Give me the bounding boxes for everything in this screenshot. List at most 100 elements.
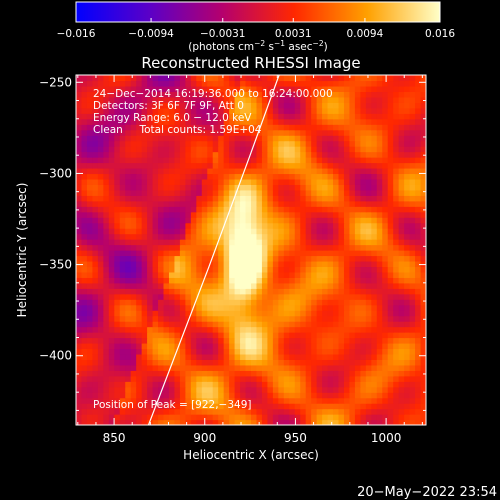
heatmap-cell	[158, 293, 165, 300]
heatmap-image	[76, 75, 426, 425]
heatmap-cell	[174, 244, 181, 251]
heatmap-cell	[179, 184, 186, 191]
heatmap-cell	[234, 239, 241, 246]
heatmap-cell	[300, 167, 307, 175]
heatmap-cell	[294, 75, 301, 82]
heatmap-cell	[267, 157, 274, 164]
heatmap-cell	[103, 414, 110, 421]
heatmap-cell	[147, 255, 154, 262]
heatmap-cell	[311, 178, 318, 185]
heatmap-cell	[92, 146, 99, 153]
heatmap-cell	[125, 211, 132, 218]
heatmap-cell	[114, 348, 121, 355]
heatmap-cell	[382, 200, 389, 207]
heatmap-cell	[229, 178, 236, 185]
heatmap-cell	[387, 310, 394, 317]
heatmap-cell	[398, 288, 405, 295]
heatmap-cell	[207, 299, 214, 306]
heatmap-cell	[327, 184, 334, 191]
heatmap-cell	[322, 304, 329, 311]
heatmap-cell	[207, 178, 214, 185]
heatmap-cell	[212, 222, 219, 229]
heatmap-cell	[371, 310, 378, 317]
heatmap-cell	[207, 222, 214, 229]
heatmap-cell	[393, 118, 400, 125]
heatmap-cell	[168, 299, 176, 306]
heatmap-cell	[251, 184, 258, 191]
heatmap-cell	[322, 381, 329, 388]
heatmap-cell	[343, 370, 351, 377]
heatmap-cell	[360, 211, 367, 218]
heatmap-cell	[125, 184, 132, 191]
heatmap-cell	[382, 162, 389, 169]
heatmap-cell	[158, 157, 165, 164]
heatmap-cell	[234, 342, 241, 350]
heatmap-cell	[81, 386, 88, 393]
heatmap-cell	[81, 299, 88, 306]
heatmap-cell	[322, 184, 329, 191]
heatmap-cell	[393, 151, 400, 158]
heatmap-cell	[114, 85, 121, 93]
heatmap-cell	[305, 244, 312, 251]
heatmap-cell	[147, 228, 154, 235]
heatmap-cell	[223, 359, 230, 366]
heatmap-cell	[278, 178, 285, 185]
heatmap-cell	[354, 321, 361, 328]
heatmap-cell	[103, 151, 110, 158]
heatmap-cell	[114, 118, 121, 125]
heatmap-cell	[185, 211, 192, 218]
heatmap-cell	[415, 102, 422, 109]
heatmap-cell	[294, 321, 301, 328]
heatmap-cell	[76, 173, 83, 180]
heatmap-cell	[229, 288, 236, 295]
heatmap-cell	[174, 118, 181, 125]
heatmap-cell	[261, 151, 269, 158]
heatmap-cell	[207, 353, 214, 360]
heatmap-cell	[179, 364, 186, 371]
heatmap-cell	[152, 102, 159, 109]
heatmap-cell	[158, 195, 165, 202]
heatmap-cell	[114, 299, 121, 306]
heatmap-cell	[300, 140, 307, 147]
heatmap-cell	[415, 375, 422, 382]
heatmap-cell	[404, 304, 411, 311]
heatmap-cell	[76, 364, 83, 371]
heatmap-cell	[136, 332, 143, 339]
heatmap-cell	[272, 75, 279, 82]
heatmap-cell	[234, 173, 241, 180]
heatmap-cell	[163, 200, 170, 207]
heatmap-cell	[207, 414, 214, 421]
heatmap-cell	[343, 222, 351, 229]
heatmap-cell	[415, 419, 422, 425]
heatmap-cell	[81, 135, 88, 142]
heatmap-cell	[152, 414, 159, 421]
heatmap-cell	[289, 332, 296, 339]
heatmap-cell	[212, 315, 219, 322]
heatmap-cell	[158, 129, 165, 136]
heatmap-cell	[300, 266, 307, 273]
heatmap-cell	[338, 217, 345, 224]
heatmap-cell	[261, 299, 269, 306]
heatmap-cell	[333, 178, 340, 185]
heatmap-cell	[251, 260, 258, 268]
heatmap-cell	[185, 271, 192, 278]
heatmap-cell	[261, 233, 269, 240]
heatmap-cell	[365, 293, 372, 300]
heatmap-cell	[404, 162, 411, 169]
heatmap-cell	[261, 162, 269, 169]
heatmap-cell	[278, 244, 285, 251]
heatmap-cell	[420, 107, 426, 114]
heatmap-cell	[343, 140, 351, 147]
heatmap-cell	[190, 135, 197, 142]
heatmap-cell	[289, 414, 296, 421]
heatmap-cell	[92, 321, 99, 328]
heatmap-cell	[300, 239, 307, 246]
heatmap-cell	[387, 228, 394, 235]
heatmap-cell	[207, 250, 214, 257]
heatmap-cell	[322, 129, 329, 136]
heatmap-cell	[420, 162, 426, 169]
heatmap-cell	[163, 353, 170, 360]
heatmap-cell	[92, 403, 99, 410]
heatmap-cell	[179, 85, 186, 93]
heatmap-cell	[108, 233, 115, 240]
